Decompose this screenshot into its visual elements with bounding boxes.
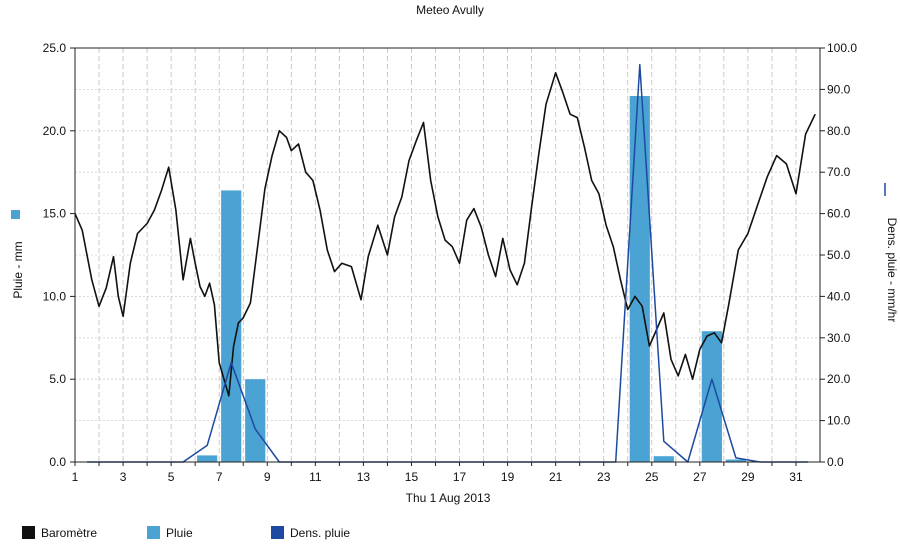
rain-bar <box>725 459 746 462</box>
left-axis-marker <box>11 210 20 219</box>
y-right-tick-label: 40.0 <box>827 289 851 303</box>
legend-item-pluie: Pluie <box>147 526 193 540</box>
rain-bars <box>197 96 746 463</box>
y-left-tick-label: 5.0 <box>49 372 66 386</box>
legend-label-dens-pluie: Dens. pluie <box>290 526 350 540</box>
y-right-tick-label: 80.0 <box>827 124 851 138</box>
y-right-tick-label: 60.0 <box>827 207 851 221</box>
y-right-tick-label: 50.0 <box>827 248 851 262</box>
y-left-tick-label: 15.0 <box>43 207 67 221</box>
rain-bar <box>701 331 722 462</box>
x-tick-label: 9 <box>264 470 271 484</box>
x-tick-label: 17 <box>453 470 467 484</box>
y-left-label: Pluie - mm <box>11 241 25 298</box>
y-right-tick-label: 90.0 <box>827 82 851 96</box>
y-left-tick-label: 25.0 <box>43 41 67 55</box>
axis-ticks: 1 3 5 7 9 11 13 15 17 19 21 23 25 27 29 310.010.020.030… <box>43 41 858 484</box>
legend-item-dens-pluie: Dens. pluie <box>271 526 350 540</box>
legend-label-pluie: Pluie <box>166 526 193 540</box>
legend-swatch-pluie <box>147 526 160 539</box>
x-tick-label: 15 <box>405 470 419 484</box>
x-tick-label: 11 <box>309 470 322 484</box>
y-right-tick-label: 70.0 <box>827 165 851 179</box>
legend: Baromètre Pluie Dens. pluie <box>22 526 350 540</box>
x-tick-label: 1 <box>72 470 79 484</box>
x-axis-label: Thu 1 Aug 2013 <box>406 491 491 505</box>
barometer-line <box>74 72 816 397</box>
x-tick-label: 21 <box>549 470 563 484</box>
x-tick-label: 25 <box>645 470 659 484</box>
x-tick-label: 19 <box>501 470 515 484</box>
y-right-label: Dens. pluie - mm/hr <box>885 218 899 323</box>
legend-swatch-barometre <box>22 526 35 539</box>
rain-bar <box>629 96 650 463</box>
legend-item-barometre: Baromètre <box>22 526 97 540</box>
y-right-tick-label: 20.0 <box>827 372 851 386</box>
x-tick-label: 27 <box>693 470 707 484</box>
y-right-tick-label: 10.0 <box>827 414 851 428</box>
x-tick-label: 31 <box>789 470 803 484</box>
x-tick-label: 7 <box>216 470 223 484</box>
rain-bar <box>245 379 266 462</box>
x-tick-label: 23 <box>597 470 611 484</box>
x-tick-label: 5 <box>168 470 175 484</box>
chart-title: Meteo Avully <box>416 3 484 17</box>
x-tick-label: 13 <box>357 470 371 484</box>
rain-bar <box>197 455 218 462</box>
y-right-tick-label: 100.0 <box>827 41 857 55</box>
x-tick-label: 3 <box>120 470 127 484</box>
y-left-tick-label: 0.0 <box>49 455 66 469</box>
y-right-tick-label: 0.0 <box>827 455 844 469</box>
grid <box>74 48 820 462</box>
y-left-tick-label: 10.0 <box>43 289 67 303</box>
x-tick-label: 29 <box>741 470 755 484</box>
rain-bar <box>653 456 674 462</box>
rain-bar <box>221 190 242 462</box>
y-left-tick-label: 20.0 <box>43 124 67 138</box>
y-right-tick-label: 30.0 <box>827 331 851 345</box>
legend-label-barometre: Baromètre <box>41 526 97 540</box>
legend-swatch-dens-pluie <box>271 526 284 539</box>
